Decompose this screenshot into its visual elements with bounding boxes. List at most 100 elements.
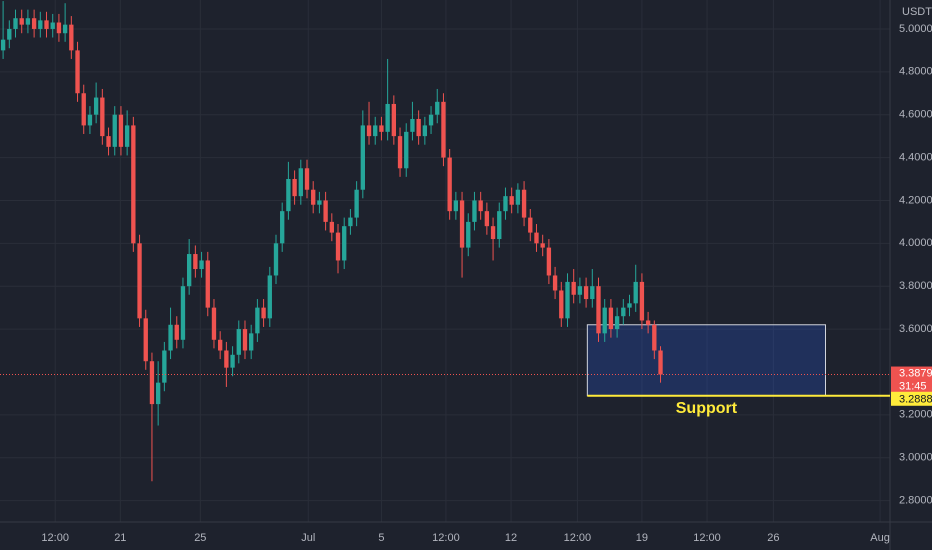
y-tick-label: 3.2000 [899,409,932,421]
candle-body [342,226,347,261]
y-tick-label: 3.8000 [899,280,932,292]
candle-body [546,247,552,276]
candle-body [652,324,657,351]
candle-body [224,350,229,368]
support-price-label: 3.2888 [899,394,932,406]
x-tick-label: Aug [870,532,890,544]
candle-body [186,254,192,287]
candle-body [168,324,173,351]
y-tick-label: 4.8000 [899,66,932,78]
candle-body [410,118,415,132]
candle-body [385,103,390,132]
y-tick-label: 2.8000 [899,494,932,506]
y-tick-label: 4.2000 [899,194,932,206]
support-price-box [891,391,932,406]
candle-body [261,307,266,319]
x-tick-label: 12:00 [693,532,721,544]
candle-body [199,260,204,270]
y-tick-label: 4.6000 [899,109,932,121]
candle-body [31,18,37,29]
candle-body [112,114,117,147]
x-tick-label: 19 [636,532,648,544]
candle-body [292,179,297,197]
candle-body [162,350,167,383]
y-tick-label: 4.4000 [899,151,932,163]
candle-body [528,217,533,233]
y-tick-label: 4.0000 [899,237,932,249]
candle-body [193,254,198,270]
candle-body [404,131,409,169]
candle-body [627,303,632,308]
candle-body [397,136,403,169]
candle-body [335,232,341,261]
candle-body [441,101,446,158]
candle-body [230,354,235,368]
candle-body [211,307,217,340]
candle-body [503,196,508,212]
candle-body [360,125,365,190]
candle-body [552,275,558,291]
candle-body [435,101,440,115]
candle-body [571,281,576,295]
x-tick-label: 12:00 [564,532,592,544]
candle-body [323,200,328,222]
candle-body [614,316,620,330]
candle-body [174,324,179,340]
candle-body [639,281,645,321]
candle-body [596,286,601,334]
candle-body [515,189,521,205]
candle-body [280,211,285,244]
candle-body [19,18,24,25]
candle-body [137,243,142,319]
last-price-label: 3.3879 [899,367,932,379]
candle-body [621,307,626,317]
x-tick-label: 12 [505,532,517,544]
x-tick-label: 12:00 [41,532,69,544]
candle-body [478,200,483,212]
zone [586,324,826,397]
candle-body [100,97,105,137]
candle-body [521,189,527,218]
candle-body [602,307,607,334]
candle-body [348,217,353,227]
candle-body [69,24,74,51]
y-tick-label: 5.0000 [899,23,932,35]
candle-body [124,125,130,147]
x-tick-label: 26 [767,532,779,544]
candle-body [373,125,378,137]
candle-body [273,243,279,276]
candle-body [497,211,502,240]
candle-body [658,350,663,375]
candle-body [286,179,291,212]
candle-body [7,28,12,40]
candle-body [428,114,434,126]
candle-body [75,50,80,94]
candle-body [180,286,186,340]
candle-body [298,168,303,197]
candle-body [38,20,43,29]
candle-body [559,290,564,319]
candle-body [267,275,272,319]
currency-label: USDT [902,6,932,18]
candle-body [509,196,514,205]
candle-body [131,125,136,244]
candle-body [249,333,254,351]
last-price-box [891,366,932,395]
x-tick-label: 12:00 [432,532,460,544]
candle-body [490,226,496,240]
candle-body [317,200,322,205]
candle-body [218,339,223,351]
candle-body [565,281,570,319]
candle-body [13,18,18,29]
candle-body [236,329,241,355]
candle-body [87,114,93,126]
candle-body [118,114,124,147]
support-text: Support [676,400,738,417]
candle-body [311,189,316,205]
candle-body [540,243,545,248]
candle-body [149,361,155,405]
candle-body [0,39,6,51]
candle-body [472,200,477,222]
